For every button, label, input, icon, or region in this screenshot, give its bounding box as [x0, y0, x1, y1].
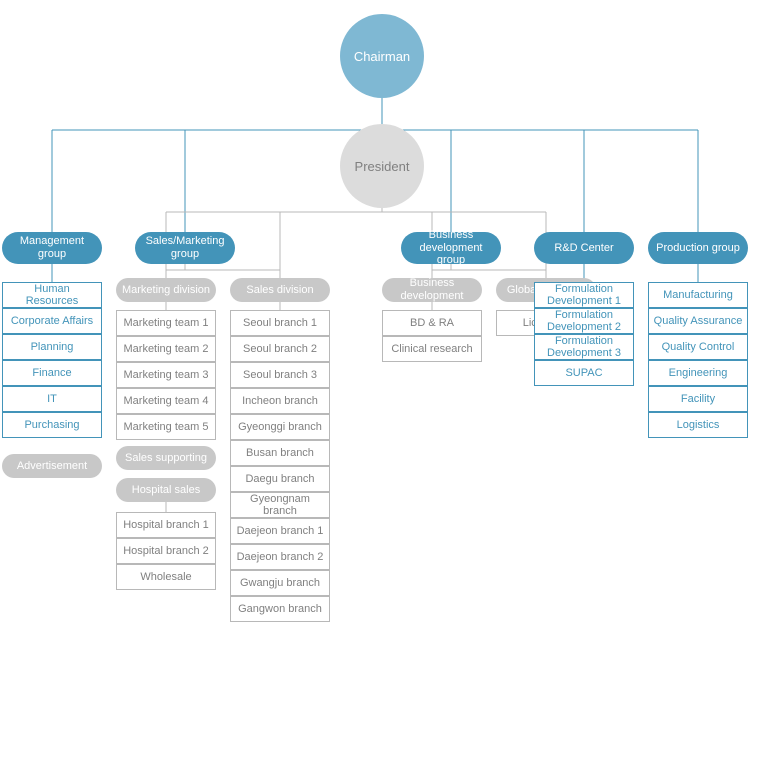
group-rnd: R&D Center [534, 232, 634, 264]
cell-salesBranches-6: Daegu branch [230, 466, 330, 492]
subgroup-bizDevSub: Business development [382, 278, 482, 302]
cell-mgmt-2: Planning [2, 334, 102, 360]
cell-salesBranches-9: Daejeon branch 2 [230, 544, 330, 570]
cell-marketing-2: Marketing team 3 [116, 362, 216, 388]
cell-rnd-1: Formulation Development 2 [534, 308, 634, 334]
subgroup-marketingDiv: Marketing division [116, 278, 216, 302]
cell-salesBranches-7: Gyeongnam branch [230, 492, 330, 518]
org-chart-canvas: Chairman President Management group Sales/M… [0, 0, 764, 761]
cell-bizDevList-0: BD & RA [382, 310, 482, 336]
cell-mgmt-1: Corporate Affairs [2, 308, 102, 334]
subgroup-salesDiv: Sales division [230, 278, 330, 302]
group-bizdev: Business development group [401, 232, 501, 264]
cell-prod-4: Facility [648, 386, 748, 412]
cell-mgmt-0: Human Resources [2, 282, 102, 308]
cell-salesBranches-4: Gyeonggi branch [230, 414, 330, 440]
chairman-node: Chairman [340, 14, 424, 98]
cell-prod-1: Quality Assurance [648, 308, 748, 334]
group-prod: Production group [648, 232, 748, 264]
cell-mgmt-3: Finance [2, 360, 102, 386]
subgroup-hospital: Hospital sales [116, 478, 216, 502]
cell-marketing-1: Marketing team 2 [116, 336, 216, 362]
cell-mgmt-4: IT [2, 386, 102, 412]
cell-salesBranches-1: Seoul branch 2 [230, 336, 330, 362]
cell-prod-5: Logistics [648, 412, 748, 438]
cell-rnd-3: SUPAC [534, 360, 634, 386]
cell-prod-3: Engineering [648, 360, 748, 386]
subgroup-salesSupport: Sales supporting [116, 446, 216, 470]
cell-salesBranches-5: Busan branch [230, 440, 330, 466]
cell-rnd-2: Formulation Development 3 [534, 334, 634, 360]
cell-salesBranches-11: Gangwon branch [230, 596, 330, 622]
president-node: President [340, 124, 424, 208]
cell-hospitalList-0: Hospital branch 1 [116, 512, 216, 538]
cell-advert-0: Advertisement [2, 454, 102, 478]
cell-prod-2: Quality Control [648, 334, 748, 360]
cell-mgmt-5: Purchasing [2, 412, 102, 438]
group-sales: Sales/Marketing group [135, 232, 235, 264]
cell-salesBranches-10: Gwangju branch [230, 570, 330, 596]
cell-hospitalList-2: Wholesale [116, 564, 216, 590]
cell-hospitalList-1: Hospital branch 2 [116, 538, 216, 564]
cell-marketing-4: Marketing team 5 [116, 414, 216, 440]
group-mgmt: Management group [2, 232, 102, 264]
cell-marketing-3: Marketing team 4 [116, 388, 216, 414]
cell-rnd-0: Formulation Development 1 [534, 282, 634, 308]
cell-salesBranches-8: Daejeon branch 1 [230, 518, 330, 544]
cell-bizDevList-1: Clinical research [382, 336, 482, 362]
cell-marketing-0: Marketing team 1 [116, 310, 216, 336]
cell-salesBranches-3: Incheon branch [230, 388, 330, 414]
cell-salesBranches-2: Seoul branch 3 [230, 362, 330, 388]
cell-prod-0: Manufacturing [648, 282, 748, 308]
cell-salesBranches-0: Seoul branch 1 [230, 310, 330, 336]
